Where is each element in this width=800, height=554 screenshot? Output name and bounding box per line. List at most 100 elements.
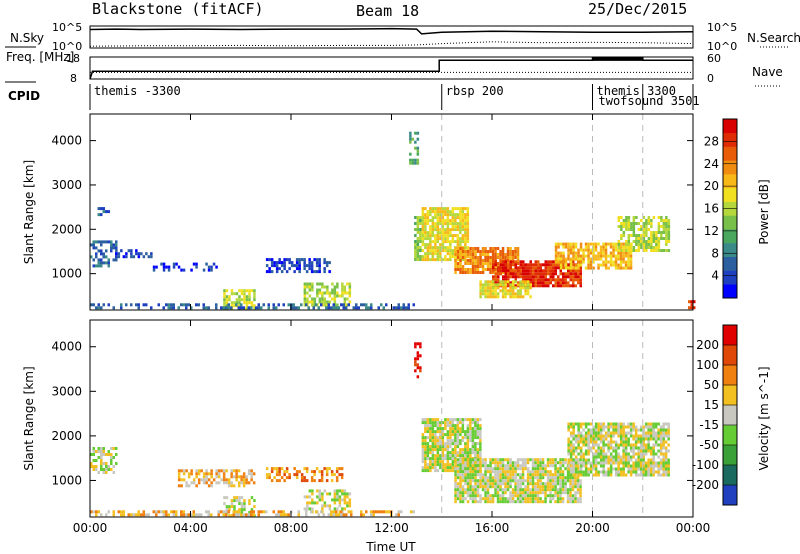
data-cell xyxy=(584,422,588,426)
data-cell xyxy=(569,485,572,489)
data-cell xyxy=(574,467,578,471)
data-cell xyxy=(318,498,322,502)
data-cell xyxy=(476,268,480,271)
data-cell xyxy=(579,422,583,426)
data-cell xyxy=(471,427,475,431)
data-cell xyxy=(321,294,324,298)
data-cell xyxy=(574,242,578,246)
data-cell xyxy=(556,488,560,492)
data-cell xyxy=(561,491,565,495)
data-cell xyxy=(474,488,477,492)
data-cell xyxy=(522,272,525,276)
data-cell xyxy=(333,288,337,292)
data-cell xyxy=(594,254,598,258)
data-cell xyxy=(441,243,445,247)
data-cell xyxy=(624,440,628,444)
data-cell xyxy=(579,254,583,258)
data-cell xyxy=(497,278,500,282)
data-cell xyxy=(416,375,420,379)
data-cell xyxy=(200,478,203,482)
data-cell xyxy=(456,207,460,211)
data-cell xyxy=(489,458,492,462)
data-cell xyxy=(501,494,505,498)
data-cell xyxy=(551,464,555,468)
data-cell xyxy=(564,458,567,462)
data-cell xyxy=(479,454,482,458)
data-cell xyxy=(439,454,442,458)
data-cell xyxy=(569,494,572,498)
data-cell xyxy=(397,303,400,307)
data-cell xyxy=(102,462,105,465)
data-cell xyxy=(479,497,482,501)
data-cell xyxy=(416,222,420,225)
colorbar-segment xyxy=(723,425,737,446)
data-cell xyxy=(207,265,211,269)
data-cell xyxy=(429,433,432,437)
data-cell xyxy=(529,500,532,504)
data-cell xyxy=(566,491,570,495)
data-cell xyxy=(489,497,492,501)
data-cell xyxy=(511,280,515,284)
data-cell xyxy=(426,213,430,217)
data-cell xyxy=(195,469,198,473)
data-cell xyxy=(250,472,253,476)
data-cell xyxy=(657,434,660,438)
data-cell xyxy=(547,272,550,276)
data-cell xyxy=(639,449,643,453)
data-cell xyxy=(412,510,415,514)
data-cell xyxy=(584,458,588,462)
data-cell xyxy=(182,513,185,517)
data-cell xyxy=(476,418,480,422)
data-cell xyxy=(479,467,482,471)
data-cell xyxy=(534,458,537,462)
data-cell xyxy=(247,306,250,310)
data-cell xyxy=(584,437,588,441)
data-cell xyxy=(496,262,500,265)
data-cell xyxy=(554,485,557,489)
data-cell xyxy=(466,216,470,220)
data-cell xyxy=(622,231,626,234)
data-cell xyxy=(464,430,467,434)
data-cell xyxy=(539,467,542,471)
data-cell xyxy=(252,510,255,514)
data-cell xyxy=(277,510,280,514)
data-cell xyxy=(662,446,665,450)
data-cell xyxy=(474,461,477,465)
data-cell xyxy=(466,225,470,229)
data-cell xyxy=(466,439,470,443)
data-cell xyxy=(313,470,316,474)
data-cell xyxy=(521,470,525,474)
data-cell xyxy=(559,269,562,273)
ytick-label: 1000 xyxy=(51,473,82,487)
data-cell xyxy=(619,260,623,264)
data-cell xyxy=(330,510,333,514)
data-cell xyxy=(456,265,460,268)
data-cell xyxy=(647,464,650,468)
data-cell xyxy=(536,464,540,468)
data-cell xyxy=(507,266,510,270)
data-cell xyxy=(331,282,334,286)
data-cell xyxy=(622,446,625,450)
data-cell xyxy=(494,272,497,276)
data-cell xyxy=(524,278,527,282)
data-cell xyxy=(474,442,477,446)
data-cell xyxy=(110,447,113,450)
data-cell xyxy=(496,464,500,468)
data-cell xyxy=(549,500,552,504)
data-cell xyxy=(652,464,655,468)
data-cell xyxy=(504,458,507,462)
data-cell xyxy=(584,440,588,444)
data-cell xyxy=(514,488,517,492)
data-cell xyxy=(556,494,560,498)
data-cell xyxy=(248,502,251,506)
data-cell xyxy=(306,285,309,289)
data-cell xyxy=(429,430,432,434)
data-cell xyxy=(446,219,450,223)
data-cell xyxy=(471,442,475,446)
data-cell xyxy=(572,269,575,273)
data-cell xyxy=(225,505,229,509)
data-cell xyxy=(489,494,492,498)
data-cell xyxy=(569,260,573,264)
data-cell xyxy=(526,292,530,296)
data-cell xyxy=(476,464,480,468)
